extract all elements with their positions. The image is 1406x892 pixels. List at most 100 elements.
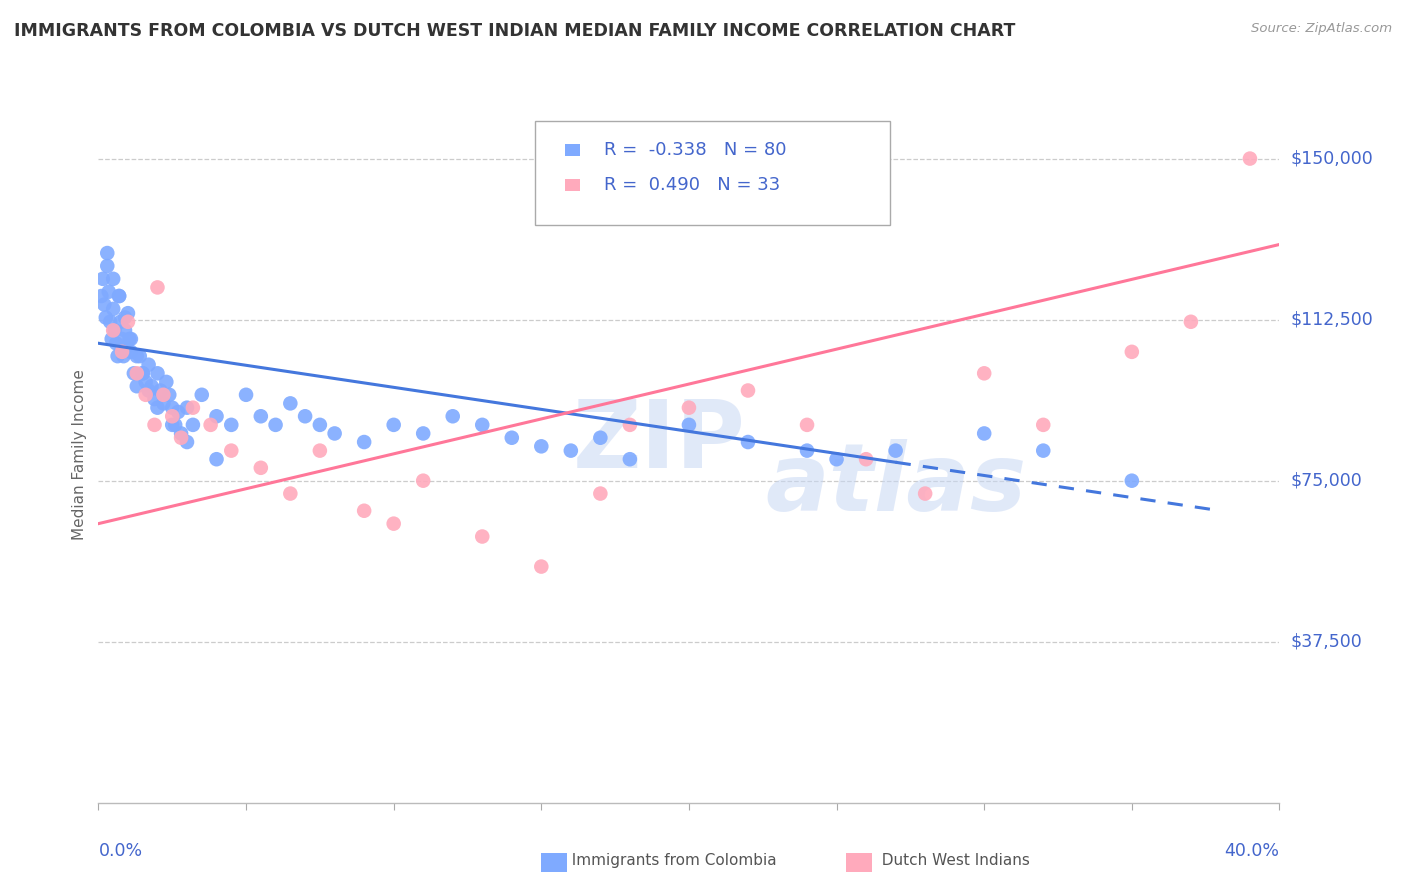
Point (1032, 417, 1054, 432)
Point (149, 384, 172, 398)
Point (135, 388, 157, 402)
Point (111, 332, 134, 346)
Text: R =  -0.338   N = 80: R = -0.338 N = 80 (605, 141, 786, 159)
Point (132, 367, 155, 381)
Point (278, 396, 302, 410)
Point (114, 323, 136, 337)
Point (181, 417, 204, 432)
Point (125, 367, 148, 381)
Point (353, 435, 375, 450)
Point (589, 431, 612, 445)
Point (120, 332, 142, 346)
Point (1180, 315, 1202, 329)
Text: IMMIGRANTS FROM COLOMBIA VS DUTCH WEST INDIAN MEDIAN FAMILY INCOME CORRELATION C: IMMIGRANTS FROM COLOMBIA VS DUTCH WEST I… (14, 22, 1015, 40)
Point (855, 452, 877, 467)
Point (205, 409, 228, 424)
Point (884, 443, 907, 458)
Point (441, 409, 464, 424)
Point (235, 388, 257, 402)
Point (105, 336, 128, 351)
Point (205, 452, 228, 467)
Point (146, 367, 169, 381)
Point (191, 388, 214, 402)
Point (973, 426, 995, 441)
Text: ZIP: ZIP (574, 396, 745, 488)
Point (112, 349, 135, 363)
Point (96, 259, 118, 273)
Point (162, 409, 183, 424)
Text: R =  0.490   N = 33: R = 0.490 N = 33 (605, 176, 780, 194)
Point (125, 349, 148, 363)
Point (382, 417, 405, 432)
Point (589, 486, 612, 500)
Point (1121, 344, 1143, 359)
Y-axis label: Median Family Income: Median Family Income (72, 369, 87, 541)
Point (141, 379, 163, 393)
Text: Source: ZipAtlas.com: Source: ZipAtlas.com (1251, 22, 1392, 36)
Point (796, 443, 818, 458)
Point (162, 401, 183, 415)
Point (122, 367, 145, 381)
Point (678, 417, 700, 432)
Point (530, 439, 553, 453)
Point (412, 426, 434, 441)
FancyBboxPatch shape (536, 121, 890, 226)
Point (97, 285, 120, 299)
Bar (565, 144, 579, 156)
Point (619, 452, 641, 467)
Point (108, 289, 131, 303)
Point (103, 301, 125, 316)
Point (167, 405, 190, 419)
Point (323, 426, 346, 441)
Point (104, 323, 127, 337)
Point (103, 323, 125, 337)
Point (219, 417, 243, 432)
Point (530, 559, 553, 574)
Point (111, 344, 134, 359)
Point (94, 310, 117, 325)
Point (264, 417, 287, 432)
Point (138, 384, 160, 398)
Point (157, 388, 180, 402)
Text: Immigrants from Colombia: Immigrants from Colombia (562, 854, 778, 868)
Text: $150,000: $150,000 (1291, 150, 1374, 168)
Point (115, 341, 138, 355)
Point (1239, 152, 1261, 166)
Point (176, 435, 198, 450)
Point (117, 315, 139, 329)
Point (914, 486, 936, 500)
Point (165, 417, 187, 432)
Point (143, 392, 166, 406)
Point (108, 289, 131, 303)
Point (412, 474, 434, 488)
Point (100, 332, 122, 346)
Point (353, 504, 375, 518)
Point (146, 401, 169, 415)
Text: $75,000: $75,000 (1291, 472, 1362, 490)
Point (181, 401, 204, 415)
Point (155, 375, 177, 389)
Point (309, 417, 332, 432)
Point (143, 417, 166, 432)
Point (135, 375, 157, 389)
Point (152, 388, 174, 402)
Point (91, 272, 114, 286)
Point (560, 443, 582, 458)
Point (146, 280, 169, 294)
Point (170, 426, 193, 441)
Point (619, 417, 641, 432)
Point (132, 367, 155, 381)
Text: atlas: atlas (765, 439, 1026, 531)
Point (162, 417, 183, 432)
Point (382, 516, 405, 531)
Point (471, 417, 494, 432)
Point (118, 332, 141, 346)
Point (825, 452, 848, 467)
Point (128, 349, 150, 363)
Point (98, 315, 121, 329)
Point (278, 486, 302, 500)
Point (250, 460, 273, 475)
Point (103, 272, 125, 286)
Point (200, 417, 222, 432)
Point (219, 443, 243, 458)
